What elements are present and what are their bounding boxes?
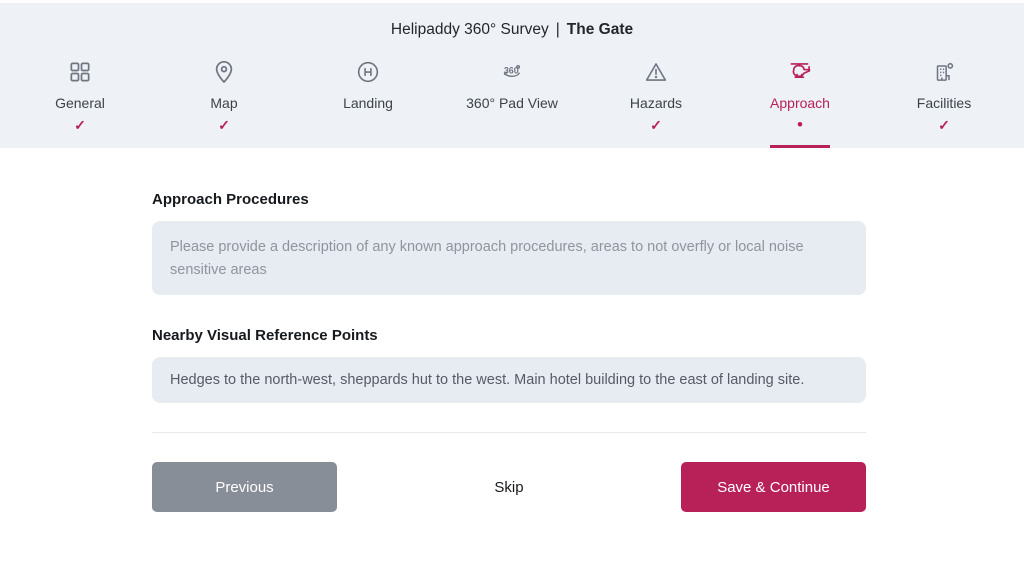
step-facilities[interactable]: Facilities ✓ xyxy=(872,53,1016,148)
previous-button[interactable]: Previous xyxy=(152,462,337,512)
active-step-underline xyxy=(770,145,830,148)
step-landing[interactable]: Landing xyxy=(296,53,440,148)
helipad-icon xyxy=(355,57,381,87)
survey-title: Helipaddy 360° Survey xyxy=(390,21,549,38)
skip-button[interactable]: Skip xyxy=(474,462,543,512)
check-icon: ✓ xyxy=(650,116,662,133)
survey-header: Helipaddy 360° Survey | The Gate General ✓ xyxy=(0,3,1024,148)
step-label: 360° Pad View xyxy=(466,95,558,111)
check-icon: ✓ xyxy=(218,116,230,133)
facilities-icon xyxy=(931,57,957,87)
save-continue-button[interactable]: Save & Continue xyxy=(681,462,866,512)
nearby-reference-points-input[interactable] xyxy=(152,357,866,403)
approach-procedures-textarea[interactable] xyxy=(152,221,866,295)
step-label: Hazards xyxy=(629,95,683,111)
step-label: Map xyxy=(210,95,238,111)
step-label: Landing xyxy=(343,95,393,111)
map-pin-icon xyxy=(211,57,237,87)
site-name: The Gate xyxy=(566,21,634,38)
approach-procedures-field-wrap xyxy=(152,221,866,300)
step-label: General xyxy=(55,95,105,111)
survey-page: Helipaddy 360° Survey | The Gate General ✓ xyxy=(0,3,1024,586)
helicopter-icon xyxy=(786,57,814,87)
check-icon: ✓ xyxy=(74,116,86,133)
step-navigation: General ✓ Map ✓ xyxy=(0,53,1024,148)
step-label: Approach xyxy=(770,95,830,111)
grid-icon xyxy=(67,57,93,87)
approach-procedures-label: Approach Procedures xyxy=(152,191,309,208)
nearby-reference-points-label: Nearby Visual Reference Points xyxy=(152,327,378,344)
page-title: Helipaddy 360° Survey | The Gate xyxy=(0,17,1024,43)
step-map[interactable]: Map ✓ xyxy=(152,53,296,148)
step-approach[interactable]: Approach • xyxy=(728,53,872,148)
step-general[interactable]: General ✓ xyxy=(8,53,152,148)
section-divider xyxy=(152,432,866,433)
warning-icon xyxy=(643,57,669,87)
check-icon: ✓ xyxy=(938,116,950,133)
step-hazards[interactable]: Hazards ✓ xyxy=(584,53,728,148)
title-separator: | xyxy=(555,21,560,38)
svg-text:360: 360 xyxy=(504,66,519,76)
step-360-pad-view[interactable]: 360 360° Pad View xyxy=(440,53,584,148)
form-content: Approach Procedures Nearby Visual Refere… xyxy=(0,148,1024,512)
rotate-360-icon: 360 xyxy=(498,57,526,87)
form-actions: Previous Skip Save & Continue xyxy=(152,462,866,512)
active-dot-icon: • xyxy=(797,115,803,134)
step-label: Facilities xyxy=(916,95,972,111)
